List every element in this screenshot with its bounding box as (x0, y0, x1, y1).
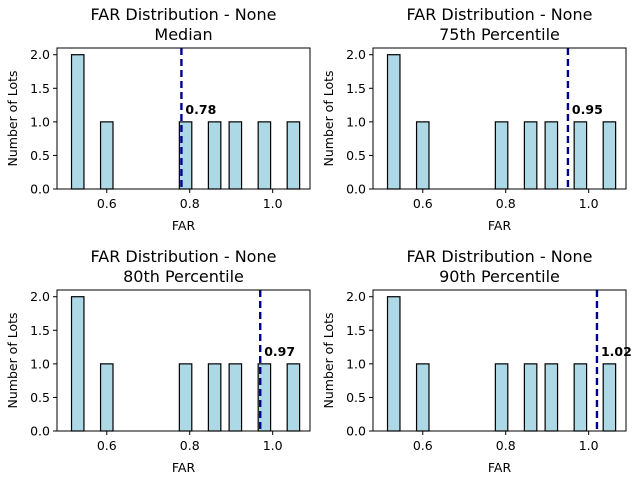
chart-title-line: Median (154, 25, 212, 44)
axes-frame (56, 47, 311, 190)
y-tick-label: 0.0 (346, 182, 366, 197)
y-tick-label: 1.0 (30, 356, 50, 371)
y-tick-label: 1.5 (30, 323, 50, 338)
x-tick-label: 0.6 (413, 196, 433, 211)
chart-panel-4: 1.02 0.6 0.8 1.0 0.0 0.5 1.0 1.5 2.0 FAR Number of… (321, 247, 639, 475)
chart-title-line: FAR Distribution - None (91, 247, 277, 266)
histogram-bar (573, 121, 588, 190)
histogram-bar (228, 363, 243, 432)
chart-title-line: FAR Distribution - None (407, 247, 593, 266)
axes-frame (56, 289, 311, 432)
histogram-bar (494, 121, 509, 190)
y-tick-label: 0.0 (30, 424, 50, 439)
histogram-bar (415, 121, 430, 190)
chart-title-line: 90th Percentile (439, 267, 560, 286)
y-tick-label: 2.0 (30, 47, 50, 62)
y-tick-label: 1.5 (346, 81, 366, 96)
x-axis-label: FAR (172, 218, 196, 233)
annotation-box (569, 100, 610, 118)
y-axis-label: Number of Lots (321, 312, 336, 408)
chart-panel-3: 0.97 0.6 0.8 1.0 0.0 0.5 1.0 1.5 2.0 FAR Number of… (5, 247, 311, 475)
y-tick-label: 0.0 (30, 182, 50, 197)
histogram-bar (178, 363, 193, 432)
chart-panel-2: 0.95 0.6 0.8 1.0 0.0 0.5 1.0 1.5 2.0 FAR Number of… (321, 5, 627, 233)
y-tick-label: 0.5 (346, 148, 366, 163)
x-tick-label: 1.0 (263, 196, 283, 211)
chart-title: FAR Distribution - None 80th Percentile (91, 247, 277, 286)
chart-title-line: FAR Distribution - None (407, 5, 593, 24)
histogram-bar (70, 296, 85, 432)
histogram-bar (386, 54, 401, 190)
x-axis-label: FAR (488, 218, 512, 233)
histogram-bar (70, 54, 85, 190)
chart-title: FAR Distribution - None 90th Percentile (407, 247, 593, 286)
reference-line-label: 0.78 (185, 102, 216, 117)
reference-line-label: 0.97 (264, 344, 295, 359)
histogram-bar (386, 296, 401, 432)
chart-title-line: 75th Percentile (439, 25, 560, 44)
axes-frame (372, 47, 627, 190)
histogram-bar (573, 363, 588, 432)
histogram-bar (494, 363, 509, 432)
y-tick-label: 1.0 (30, 114, 50, 129)
chart-title: FAR Distribution - None 75th Percentile (407, 5, 593, 44)
x-tick-label: 0.6 (97, 196, 117, 211)
x-tick-label: 1.0 (579, 196, 599, 211)
y-tick-label: 0.5 (346, 390, 366, 405)
histogram-bar (544, 121, 559, 190)
histogram-bar (207, 363, 222, 432)
x-tick-label: 0.8 (180, 438, 200, 453)
histogram-bar (99, 121, 114, 190)
y-tick-label: 0.0 (346, 424, 366, 439)
y-axis-label: Number of Lots (5, 312, 20, 408)
annotation-box (262, 342, 303, 360)
x-tick-label: 0.6 (97, 438, 117, 453)
y-tick-label: 1.5 (30, 81, 50, 96)
y-tick-label: 1.0 (346, 356, 366, 371)
y-tick-label: 1.0 (346, 114, 366, 129)
chart-title: FAR Distribution - None Median (91, 5, 277, 44)
y-axis-label: Number of Lots (5, 70, 20, 166)
chart-title-line: FAR Distribution - None (91, 5, 277, 24)
histogram-bar (523, 363, 538, 432)
x-tick-label: 1.0 (579, 438, 599, 453)
histogram-bar (602, 363, 617, 432)
y-axis-label: Number of Lots (321, 70, 336, 166)
histogram-bar (99, 363, 114, 432)
x-tick-label: 1.0 (263, 438, 283, 453)
reference-line-label: 0.95 (572, 102, 603, 117)
x-tick-label: 0.8 (496, 196, 516, 211)
annotation-box (598, 342, 639, 360)
y-tick-label: 2.0 (30, 289, 50, 304)
histogram-bar (415, 363, 430, 432)
histogram-bar (286, 121, 301, 190)
x-tick-label: 0.6 (413, 438, 433, 453)
y-tick-label: 1.5 (346, 323, 366, 338)
histogram-bar (602, 121, 617, 190)
histogram-bar (257, 121, 272, 190)
histogram-bar (286, 363, 301, 432)
y-tick-label: 2.0 (346, 47, 366, 62)
histogram-bar (523, 121, 538, 190)
histogram-bar (544, 363, 559, 432)
y-tick-label: 2.0 (346, 289, 366, 304)
histogram-bar (207, 121, 222, 190)
x-axis-label: FAR (488, 460, 512, 475)
axes-frame (372, 289, 627, 432)
x-tick-label: 0.8 (496, 438, 516, 453)
chart-title-line: 80th Percentile (123, 267, 244, 286)
reference-line-label: 1.02 (601, 344, 632, 359)
y-tick-label: 0.5 (30, 390, 50, 405)
y-tick-label: 0.5 (30, 148, 50, 163)
x-tick-label: 0.8 (180, 196, 200, 211)
histogram-bar (228, 121, 243, 190)
chart-panel-1: 0.78 0.6 0.8 1.0 0.0 0.5 1.0 1.5 2.0 FAR Number of… (5, 5, 311, 233)
x-axis-label: FAR (172, 460, 196, 475)
annotation-box (183, 100, 224, 118)
